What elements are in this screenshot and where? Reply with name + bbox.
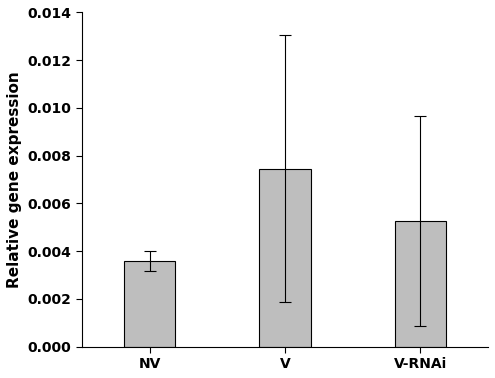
Y-axis label: Relative gene expression: Relative gene expression — [7, 71, 22, 288]
Bar — [124, 261, 175, 347]
Bar — [395, 221, 446, 347]
Bar — [259, 169, 311, 347]
